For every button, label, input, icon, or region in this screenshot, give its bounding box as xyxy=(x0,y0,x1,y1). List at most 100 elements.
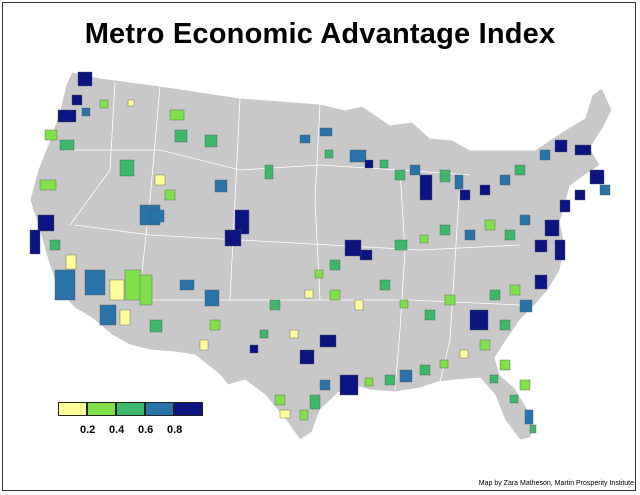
metro-area xyxy=(479,339,491,351)
metro-area xyxy=(339,374,359,396)
metro-area xyxy=(344,239,362,257)
metro-area xyxy=(459,189,471,201)
metro-area xyxy=(589,169,605,185)
metro-area xyxy=(44,129,58,141)
metro-area xyxy=(399,369,413,383)
metro-area xyxy=(544,219,560,237)
metro-area xyxy=(149,319,163,333)
metro-area xyxy=(489,289,501,301)
metro-area xyxy=(519,379,531,391)
metro-area xyxy=(99,99,109,109)
metro-area xyxy=(39,179,57,191)
metro-area xyxy=(499,359,511,371)
metro-area xyxy=(37,214,55,232)
metro-area xyxy=(469,309,489,331)
metro-area xyxy=(329,289,341,301)
metro-area xyxy=(319,379,331,391)
metro-area xyxy=(164,189,176,201)
metro-area xyxy=(459,349,469,359)
metro-area xyxy=(65,254,77,270)
metro-area xyxy=(81,107,91,117)
metro-area xyxy=(424,309,436,321)
metro-area xyxy=(71,94,83,106)
metro-area xyxy=(169,109,185,121)
legend-tick-4: 0.8 xyxy=(167,424,183,436)
metro-area xyxy=(439,224,451,236)
metro-area xyxy=(274,394,286,406)
metro-area xyxy=(299,134,311,144)
metro-area xyxy=(539,149,551,161)
metro-area xyxy=(299,349,315,365)
metro-area xyxy=(419,174,433,201)
metro-area xyxy=(439,169,451,183)
metro-area xyxy=(379,279,391,291)
metro-area xyxy=(509,394,519,404)
metro-area xyxy=(419,364,431,376)
metro-area xyxy=(359,249,373,261)
metro-area xyxy=(409,164,421,176)
metro-area xyxy=(319,127,333,137)
metro-area xyxy=(209,319,221,331)
metro-area xyxy=(509,284,521,296)
metro-area xyxy=(199,339,209,351)
metro-area xyxy=(299,409,309,421)
metro-area xyxy=(394,239,408,251)
metro-area xyxy=(234,209,250,235)
metro-area xyxy=(264,164,274,180)
metro-area xyxy=(124,269,142,301)
metro-area xyxy=(289,329,299,339)
metro-area xyxy=(119,309,131,326)
metro-area xyxy=(354,299,364,311)
metro-area xyxy=(149,209,165,223)
metro-area xyxy=(574,189,586,201)
metro-area xyxy=(109,279,125,301)
metro-area xyxy=(444,294,456,306)
metro-area xyxy=(119,159,135,177)
metro-area xyxy=(364,159,374,169)
metro-area xyxy=(224,229,242,247)
metro-area xyxy=(99,304,117,326)
legend-tick-1: 0.2 xyxy=(80,424,96,436)
metro-area xyxy=(204,289,220,307)
metro-area xyxy=(559,199,571,213)
metro-area xyxy=(439,359,449,369)
metro-area xyxy=(484,219,496,231)
metro-area xyxy=(514,164,526,176)
metro-area xyxy=(139,274,153,306)
map-title: Metro Economic Advantage Index xyxy=(84,18,556,50)
metro-area xyxy=(249,344,259,354)
metro-area xyxy=(309,394,321,410)
metro-area xyxy=(384,374,396,386)
metro-area xyxy=(464,229,476,241)
legend-tick-2: 0.4 xyxy=(109,424,125,436)
metro-area xyxy=(534,239,548,253)
metro-area xyxy=(504,229,516,241)
metro-area xyxy=(269,299,281,311)
metro-area xyxy=(57,109,77,123)
credit-text: Map by Zara Matheson, Martin Prosperity … xyxy=(478,480,634,487)
metro-area xyxy=(554,139,568,153)
metro-area xyxy=(349,149,367,163)
metro-area xyxy=(314,269,324,279)
metro-area xyxy=(519,299,533,313)
metro-area xyxy=(419,234,429,244)
metro-area xyxy=(319,334,337,348)
metro-area xyxy=(304,289,314,299)
metro-area xyxy=(77,71,93,87)
metro-areas xyxy=(29,71,611,434)
metro-area xyxy=(499,319,511,331)
legend-swatch-1 xyxy=(58,402,87,416)
metro-area xyxy=(59,139,75,151)
legend-swatch-4 xyxy=(145,402,174,416)
metro-area xyxy=(204,134,218,148)
metro-area xyxy=(174,129,188,143)
metro-area xyxy=(524,409,534,425)
metro-area xyxy=(454,174,464,190)
metro-area xyxy=(214,179,228,193)
metro-area xyxy=(364,377,374,387)
metro-area xyxy=(499,174,511,186)
metro-area xyxy=(329,259,341,271)
metro-area xyxy=(394,169,406,181)
metro-area xyxy=(84,269,106,296)
